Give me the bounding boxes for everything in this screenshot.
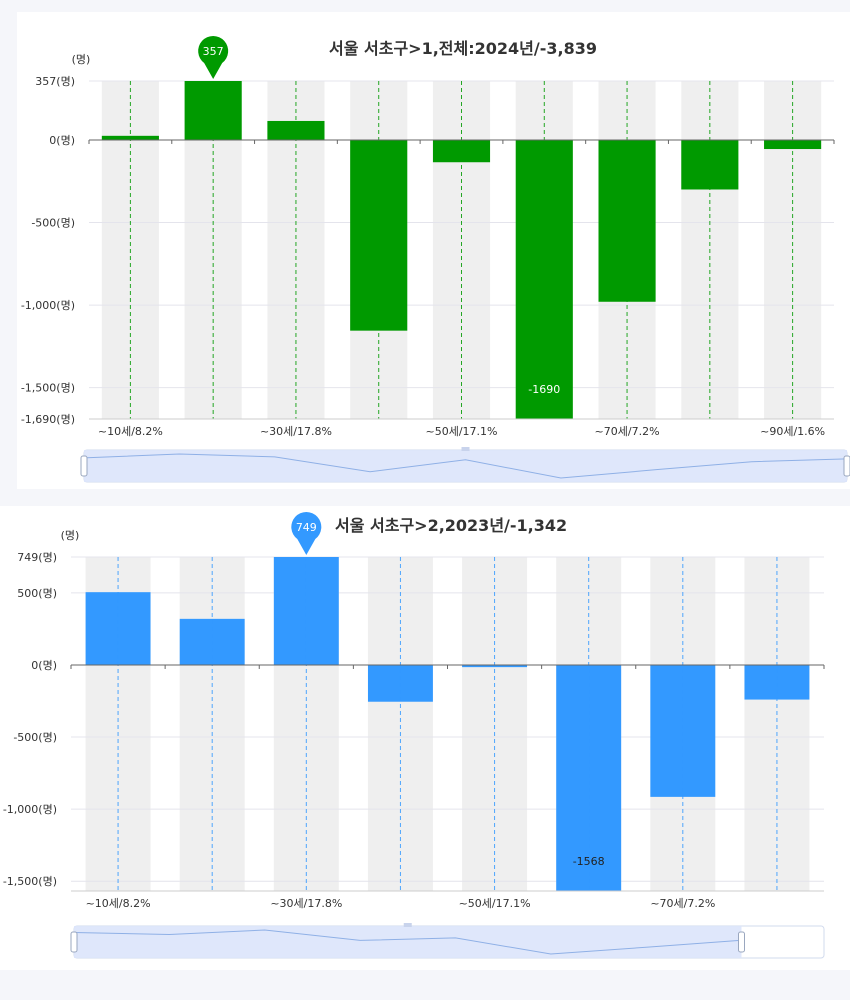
zoom-slider-handle[interactable] bbox=[738, 931, 745, 953]
y-tick-label: 749(명) bbox=[17, 551, 57, 564]
x-tick-label: ~10세/8.2% bbox=[98, 425, 163, 438]
chart-panel-2: 서울 서초구>2,2023년/-1,342 749(명) 500(명) 0(명) -5… bbox=[0, 506, 850, 970]
y-tick-label: -1,500(명) bbox=[21, 382, 75, 395]
zoom-slider-grip bbox=[403, 923, 412, 927]
x-tick-label: ~50세/17.1% bbox=[426, 425, 498, 438]
zoom-slider-handle[interactable] bbox=[80, 455, 88, 477]
bar bbox=[462, 664, 528, 668]
max-marker-label: 749 bbox=[296, 521, 317, 534]
y-tick-label: 500(명) bbox=[17, 587, 57, 600]
x-tick-label: ~10세/8.2% bbox=[86, 897, 151, 910]
max-marker-pin bbox=[291, 512, 322, 555]
zoom-slider-handle[interactable] bbox=[843, 455, 850, 477]
y-tick-label: -500(명) bbox=[13, 731, 57, 744]
x-tick-label: ~70세/7.2% bbox=[595, 425, 660, 438]
zoom-slider-window bbox=[74, 926, 742, 958]
x-tick-label: ~90세/1.6% bbox=[760, 425, 825, 438]
y-tick-label: -1,000(명) bbox=[3, 803, 57, 816]
chart-title: 서울 서초구>1,전체:2024년/-3,839 bbox=[329, 39, 597, 58]
zoom-slider-grip bbox=[461, 447, 470, 451]
min-value-label: -1568 bbox=[573, 855, 605, 868]
band-bg bbox=[367, 557, 433, 891]
y-unit-label: (명) bbox=[61, 529, 80, 542]
chart-1-svg: 357(명)0(명)-500(명)-1,000(명)-1,500(명)-1,69… bbox=[21, 36, 850, 483]
zoom-slider-handle[interactable] bbox=[70, 931, 78, 953]
band-bg bbox=[179, 557, 245, 891]
x-tick-label: ~50세/17.1% bbox=[459, 897, 531, 910]
y-tick-label: -1,500(명) bbox=[3, 875, 57, 888]
max-marker-label: 357 bbox=[203, 45, 224, 58]
y-tick-label: -1,000(명) bbox=[21, 299, 75, 312]
chart-title: 서울 서초구>2,2023년/-1,342 bbox=[335, 516, 568, 535]
zoom-slider-preview bbox=[73, 929, 742, 955]
y-tick-label: 357(명) bbox=[35, 75, 75, 88]
band-bg bbox=[462, 557, 528, 891]
chart-panel-1: 서울 서초구>1,전체:2024년/-3,839 357(명) 0(명) -500(… bbox=[17, 12, 850, 489]
y-tick-label: 0(명) bbox=[49, 134, 75, 147]
band-bg bbox=[744, 557, 810, 891]
x-tick-label: ~70세/7.2% bbox=[650, 897, 715, 910]
x-tick-label: ~30세/17.8% bbox=[260, 425, 332, 438]
chart-2-svg: 749(명)500(명)0(명)-500(명)-1,000(명)-1,500(명… bbox=[3, 512, 825, 959]
y-tick-label: -1,690(명) bbox=[21, 413, 75, 426]
y-unit-label: (명) bbox=[72, 53, 91, 66]
min-value-label: -1690 bbox=[528, 383, 560, 396]
y-tick-label: -500(명) bbox=[31, 217, 75, 230]
max-marker-pin bbox=[198, 36, 229, 79]
zoom-slider-preview bbox=[83, 453, 848, 479]
y-tick-label: 0(명) bbox=[31, 659, 57, 672]
x-tick-label: ~30세/17.8% bbox=[270, 897, 342, 910]
